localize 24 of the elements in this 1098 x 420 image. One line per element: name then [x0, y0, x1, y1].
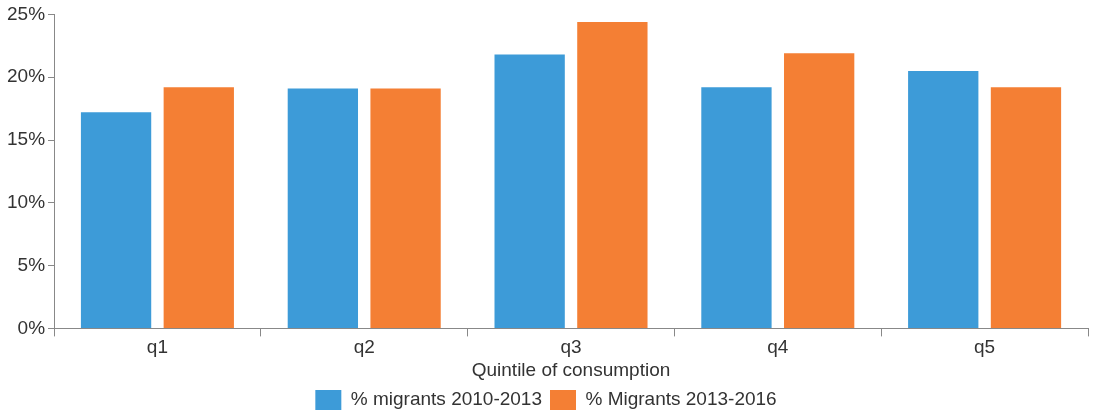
x-tick-label: q2: [353, 336, 375, 358]
y-tick-label: 0%: [17, 316, 46, 338]
x-axis-title: Quintile of consumption: [471, 358, 671, 380]
bar: [287, 88, 359, 328]
legend-label: % migrants 2010-2013: [350, 388, 542, 410]
x-tick-label: q3: [560, 336, 582, 358]
x-tick-label: q5: [974, 336, 996, 358]
bar: [990, 87, 1062, 328]
x-tick-label: q4: [767, 336, 789, 358]
y-tick-label: 10%: [7, 191, 46, 213]
x-tick-label: q1: [146, 336, 168, 358]
bar: [163, 87, 234, 328]
bar: [494, 54, 565, 328]
y-tick-label: 5%: [17, 253, 46, 275]
bar: [784, 53, 855, 328]
bar: [701, 87, 772, 328]
bar: [908, 70, 979, 328]
bar: [370, 88, 441, 328]
y-tick-label: 20%: [7, 65, 46, 87]
legend-label: % Migrants 2013-2016: [585, 388, 777, 410]
y-tick-label: 25%: [7, 2, 46, 24]
y-tick-label: 15%: [7, 128, 46, 150]
bar: [577, 21, 648, 328]
bar: [80, 112, 152, 328]
